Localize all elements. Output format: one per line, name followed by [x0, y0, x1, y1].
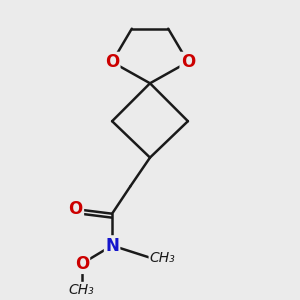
Text: CH₃: CH₃ [69, 283, 94, 296]
Text: O: O [181, 53, 195, 71]
Text: O: O [105, 53, 119, 71]
Text: N: N [105, 236, 119, 254]
Text: CH₃: CH₃ [149, 251, 175, 265]
Text: O: O [75, 255, 89, 273]
Text: O: O [69, 200, 83, 218]
